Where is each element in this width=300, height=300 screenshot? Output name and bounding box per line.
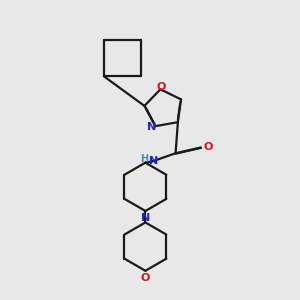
Text: N: N xyxy=(147,122,156,132)
Text: O: O xyxy=(157,82,166,92)
Text: O: O xyxy=(203,142,212,152)
Text: O: O xyxy=(141,273,150,283)
Text: H: H xyxy=(140,154,148,164)
Text: N: N xyxy=(149,156,158,166)
Text: N: N xyxy=(141,213,150,223)
